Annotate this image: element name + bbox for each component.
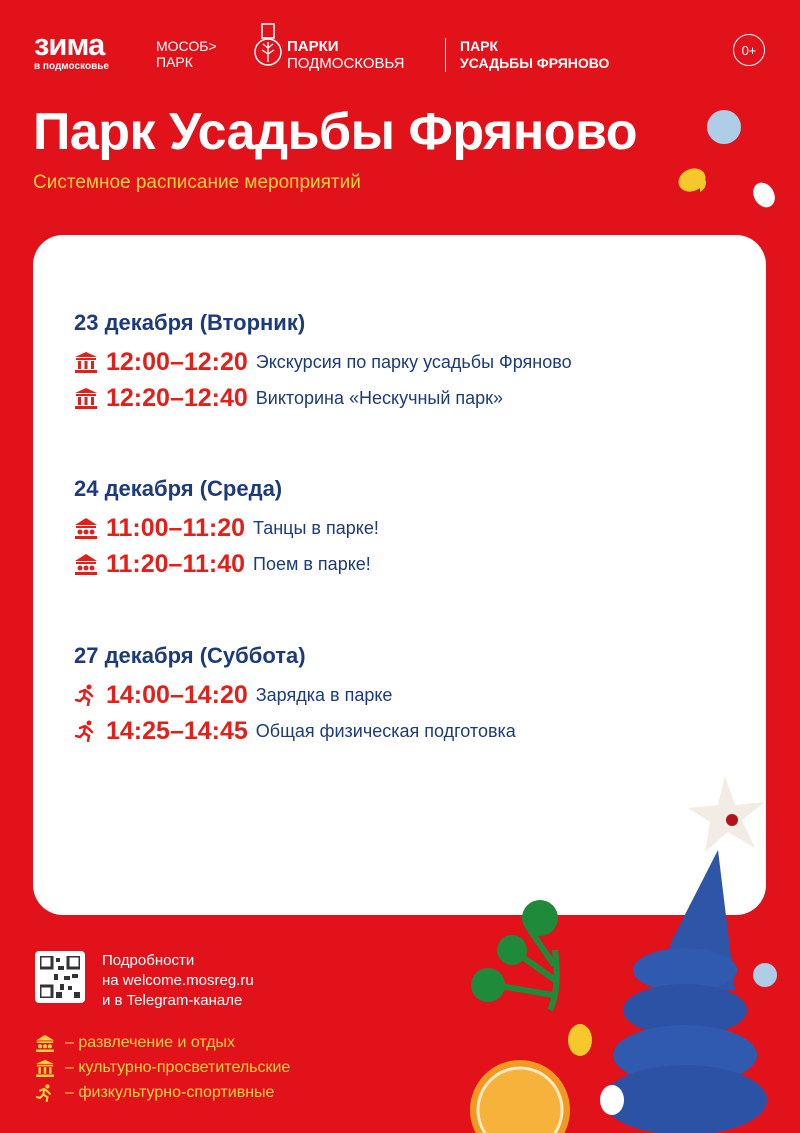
decor-yellow-dot [678, 168, 706, 192]
page-subtitle: Системное расписание мероприятий [33, 172, 361, 193]
parks-line1: ПАРКИ [287, 38, 339, 55]
event-name: Общая физическая подготовка [255, 720, 516, 741]
runner-icon [35, 1084, 55, 1102]
schedule-card [33, 235, 766, 915]
park-line1: ПАРК [460, 38, 499, 54]
event-name: Танцы в парке! [253, 517, 379, 538]
runner-icon [74, 684, 98, 706]
page-title: Парк Усадьбы Фряново [33, 103, 638, 161]
event-time: 12:20–12:40 [106, 383, 248, 412]
museum-icon [74, 387, 98, 409]
mosob-line1: МОСОБ> [156, 38, 217, 54]
museum-icon [35, 1059, 55, 1077]
divider [445, 38, 446, 72]
park-name-logo: ПАРК УСАДЬБЫ ФРЯНОВО [460, 38, 609, 72]
qr-code-icon [38, 954, 82, 1000]
info-line: Подробности [102, 952, 195, 969]
event-row: 11:20–11:40 Поем в парке! [74, 546, 379, 582]
park-line2: УСАДЬБЫ ФРЯНОВО [460, 55, 610, 71]
qr-code[interactable] [35, 951, 85, 1003]
event-row: 14:00–14:20 Зарядка в парке [74, 677, 516, 713]
event-time: 11:00–11:20 [106, 513, 246, 542]
parks-logo: ПАРКИ ПОДМОСКОВЬЯ [287, 38, 405, 72]
decor-illustration [470, 776, 777, 1133]
museum-icon [74, 351, 98, 373]
legend: – развлечение и отдых – культурно-просве… [35, 1030, 290, 1105]
event-row: 11:00–11:20 Танцы в парке! [74, 510, 379, 546]
event-time: 12:00–12:20 [106, 347, 248, 376]
age-rating-badge: 0+ [733, 34, 765, 66]
event-time: 14:25–14:45 [106, 716, 248, 745]
info-text: Подробности на welcome.mosreg.ru и в Teleg… [102, 951, 254, 1011]
legend-label: – культурно-просветительские [65, 1059, 291, 1076]
carousel-icon [74, 517, 98, 539]
info-link[interactable]: на welcome.mosreg.ru [102, 972, 254, 989]
event-time: 14:00–14:20 [106, 680, 248, 709]
legend-item: – культурно-просветительские [35, 1055, 290, 1080]
event-name: Зарядка в парке [255, 684, 393, 705]
mosobpark-logo: МОСОБ> ПАРК [156, 38, 217, 70]
info-line: и в Telegram-канале [102, 992, 243, 1009]
decor-dots [700, 110, 775, 208]
mosob-line2: ПАРК [156, 54, 193, 70]
legend-item: – развлечение и отдых [35, 1030, 290, 1055]
legend-label: – физкультурно-спортивные [65, 1084, 275, 1101]
event-name: Поем в парке! [253, 553, 371, 574]
day-section: 23 декабря (Вторник) 12:00–12:20 Экскурси… [74, 310, 572, 416]
event-row: 12:00–12:20 Экскурсия по парку усадьбы Фр… [74, 344, 572, 380]
day-date: 24 декабря (Среда) [74, 476, 283, 501]
day-date: 27 декабря (Суббота) [74, 643, 306, 668]
zima-logo: зима [34, 27, 105, 62]
legend-item: – физкультурно-спортивные [35, 1080, 290, 1105]
day-section: 24 декабря (Среда) 11:00–11:20 Танцы в па… [74, 476, 379, 582]
parks-ornament-icon [254, 23, 282, 66]
event-name: Викторина «Нескучный парк» [255, 387, 504, 408]
event-row: 14:25–14:45 Общая физическая подготовка [74, 713, 516, 749]
legend-label: – развлечение и отдых [65, 1034, 236, 1051]
event-time: 11:20–11:40 [106, 549, 246, 578]
parks-line2: ПОДМОСКОВЬЯ [287, 55, 405, 72]
runner-icon [74, 720, 98, 742]
carousel-icon [35, 1034, 55, 1052]
day-section: 27 декабря (Суббота) 14:00–14:20 Зарядка … [74, 643, 516, 749]
day-date: 23 декабря (Вторник) [74, 310, 306, 335]
event-name: Экскурсия по парку усадьбы Фряново [255, 351, 572, 372]
event-row: 12:20–12:40 Викторина «Нескучный парк» [74, 380, 572, 416]
zima-logo-subtitle: в подмосковье [34, 61, 109, 72]
carousel-icon [74, 553, 98, 575]
